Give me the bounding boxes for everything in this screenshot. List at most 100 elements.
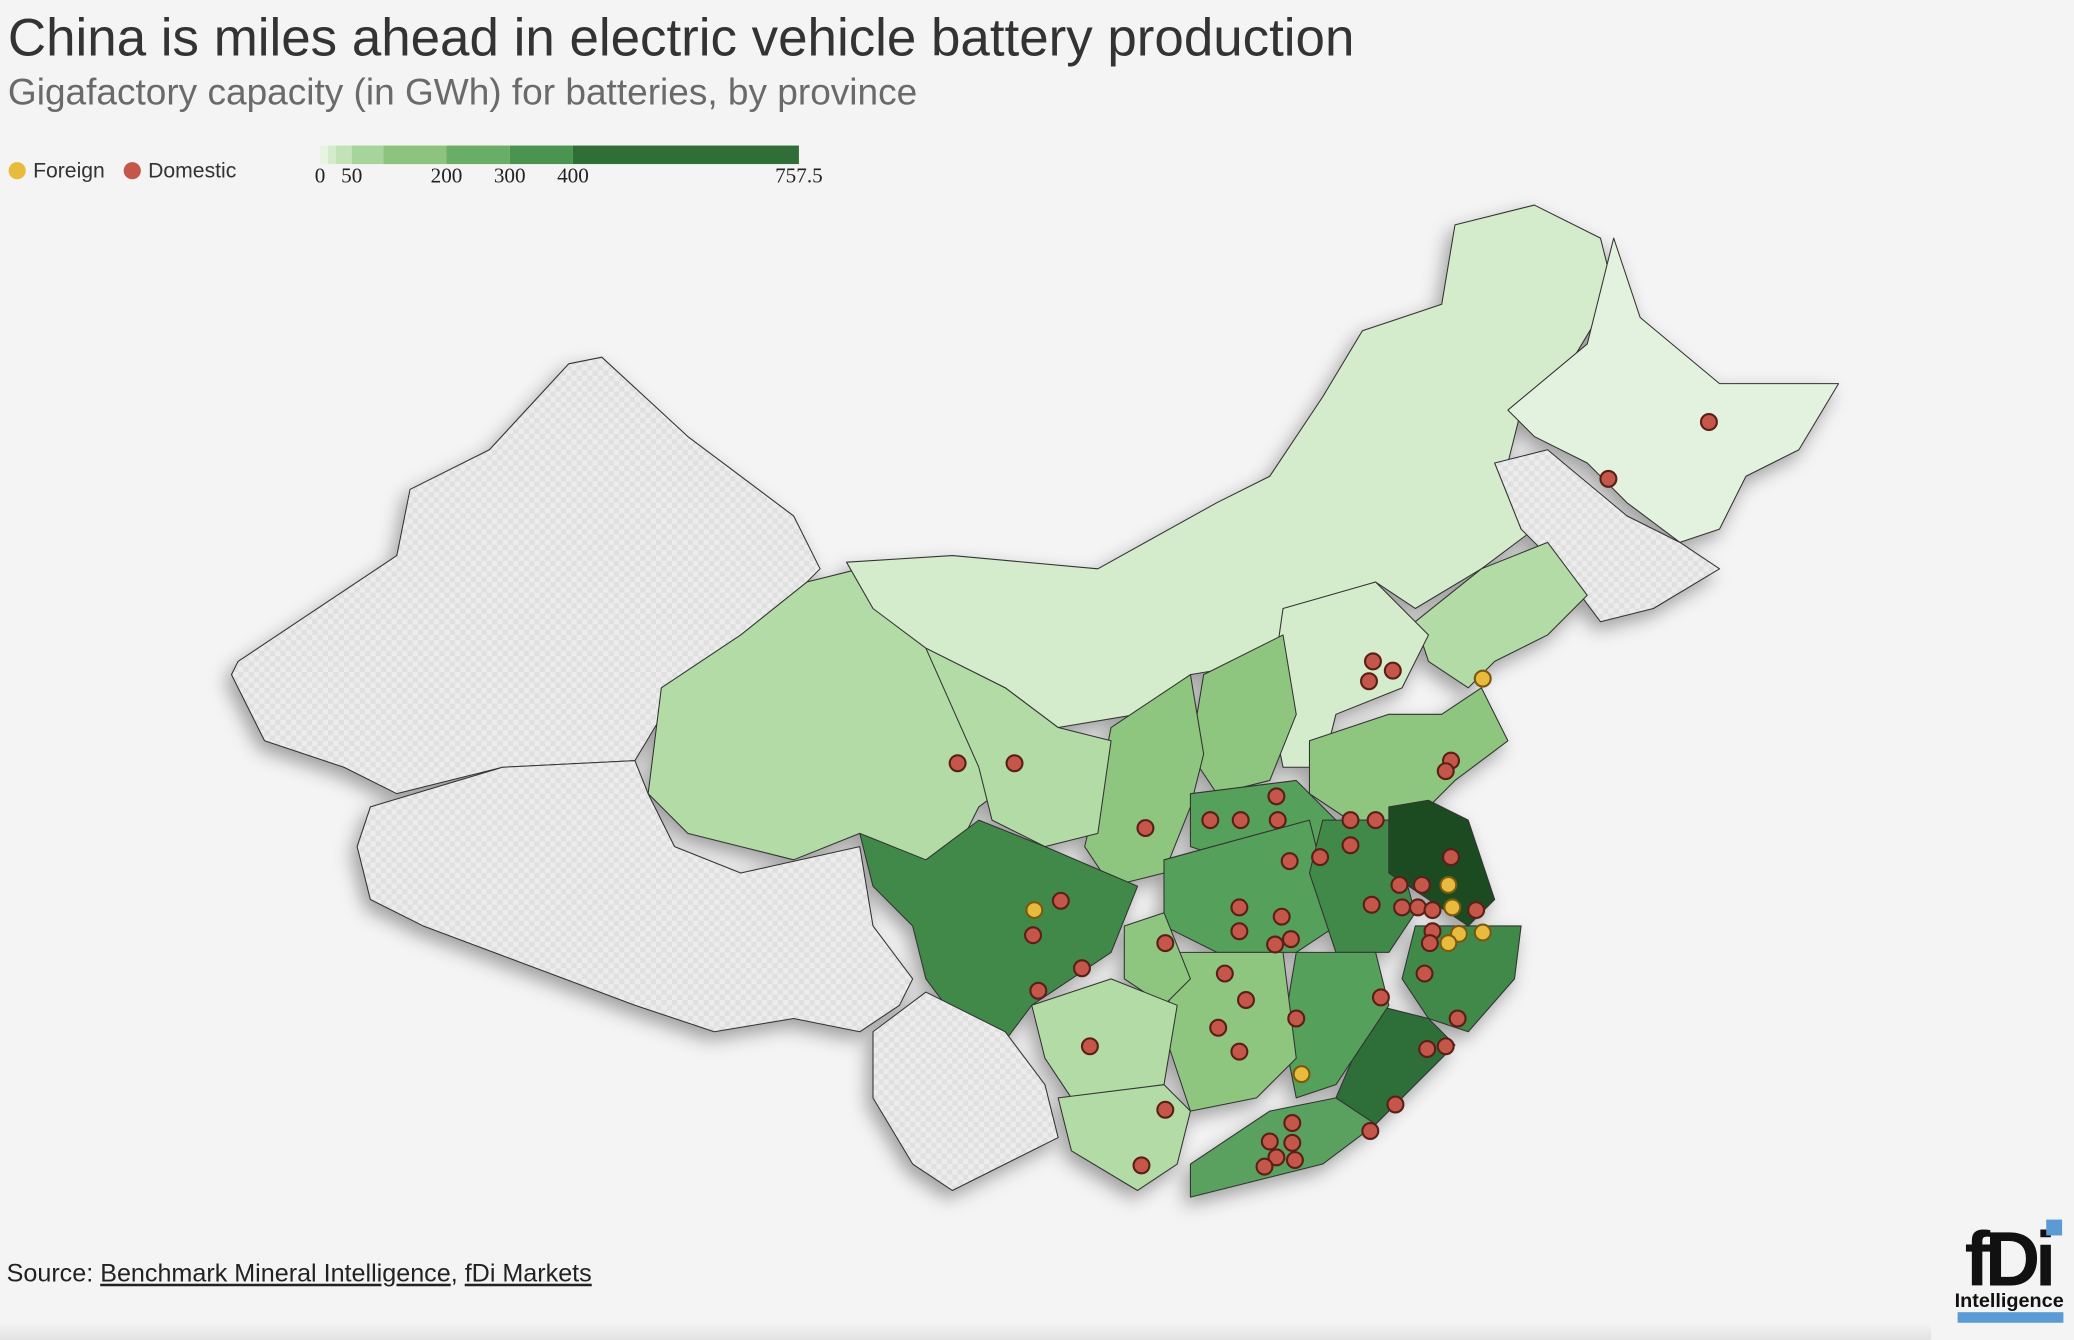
domestic-factory <box>1287 1009 1306 1028</box>
domestic-factory <box>1281 930 1300 949</box>
domestic-factory <box>1366 811 1385 830</box>
domestic-factory <box>1285 1151 1304 1170</box>
foreign-factory <box>1439 875 1458 894</box>
domestic-factory <box>1420 934 1439 953</box>
province <box>925 647 1112 848</box>
domestic-factory <box>1255 1157 1274 1176</box>
china-map <box>230 204 1840 1198</box>
domestic-factory <box>1311 848 1330 867</box>
color-scale: 0 50 200 300 400 757.5 <box>315 145 823 188</box>
domestic-factory <box>948 754 967 773</box>
domestic-factory <box>1283 1133 1302 1152</box>
domestic-factory <box>1386 1095 1405 1114</box>
footer-shade <box>0 1322 1932 1340</box>
domestic-factory <box>1072 959 1091 978</box>
domestic-factory <box>1436 1037 1455 1056</box>
province <box>1507 237 1840 543</box>
scale-tick-label: 757.5 <box>775 164 823 188</box>
logo-accent <box>2046 1219 2063 1236</box>
domestic-factory <box>1272 907 1291 926</box>
scale-bin <box>383 145 447 165</box>
source-separator: , <box>451 1260 458 1288</box>
domestic-factory <box>1361 1121 1380 1140</box>
domestic-factory <box>1136 819 1155 838</box>
domestic-factory <box>1024 926 1043 945</box>
domestic-factory <box>1029 981 1048 1000</box>
domestic-factory <box>1390 875 1409 894</box>
domestic-factory <box>1371 988 1390 1007</box>
domestic-factory <box>1467 901 1486 920</box>
domestic-factory <box>1236 991 1255 1010</box>
domestic-factory <box>1156 1100 1175 1119</box>
province <box>1308 687 1509 821</box>
scale-bin <box>509 145 573 165</box>
foreign-factory <box>1439 934 1458 953</box>
legend-label: Domestic <box>148 159 237 182</box>
domestic-factory <box>1005 754 1024 773</box>
scale-tick-label: 200 <box>431 164 463 188</box>
scale-tick-label: 400 <box>557 164 589 188</box>
province <box>1414 541 1588 689</box>
domestic-factory <box>1599 469 1618 488</box>
domestic-factory <box>1363 652 1382 671</box>
scale-bin <box>446 145 510 165</box>
domestic-factory <box>1341 836 1360 855</box>
domestic-factory <box>1383 661 1402 680</box>
domestic-factory <box>1268 811 1287 830</box>
domestic-factory <box>1442 848 1461 867</box>
legend-swatch <box>8 162 26 180</box>
source-link[interactable]: Benchmark Mineral Intelligence <box>100 1260 451 1288</box>
domestic-factory <box>1230 922 1249 941</box>
domestic-factory <box>1408 898 1427 917</box>
foreign-factory <box>1292 1065 1311 1084</box>
legend: Foreign Domestic <box>8 159 237 182</box>
scale-tick-label: 0 <box>315 164 326 188</box>
legend-label: Foreign <box>33 159 105 182</box>
domestic-factory <box>1215 964 1234 983</box>
province <box>1163 819 1337 953</box>
foreign-factory <box>1025 901 1044 920</box>
scale-bin <box>335 145 352 165</box>
domestic-factory <box>1201 811 1220 830</box>
province <box>1123 912 1191 1006</box>
domestic-factory <box>1699 412 1718 431</box>
domestic-factory <box>1267 1148 1286 1167</box>
foreign-factory <box>1473 923 1492 942</box>
source-link[interactable]: fDi Markets <box>465 1260 592 1288</box>
scale-tick-label: 50 <box>341 164 362 188</box>
domestic-factory <box>1418 1039 1437 1058</box>
province <box>872 991 1059 1192</box>
domestic-factory <box>1230 898 1249 917</box>
province <box>647 568 1033 861</box>
scale-bin <box>320 145 328 165</box>
domestic-factory <box>1266 935 1285 954</box>
subtitle: Gigafactory capacity (in GWh) for batter… <box>8 71 917 113</box>
domestic-factory <box>1230 1042 1249 1061</box>
domestic-factory <box>1051 891 1070 910</box>
domestic-factory <box>1448 1009 1467 1028</box>
domestic-factory <box>1436 762 1455 781</box>
scale-tick-label: 300 <box>494 164 526 188</box>
foreign-factory <box>1473 669 1492 688</box>
foreign-factory <box>1443 898 1462 917</box>
domestic-factory <box>1080 1037 1099 1056</box>
province <box>1031 978 1178 1099</box>
domestic-factory <box>1280 852 1299 871</box>
source-label: Source: <box>7 1260 94 1288</box>
province <box>846 204 1615 729</box>
title: China is miles ahead in electric vehicle… <box>8 9 1354 68</box>
scale-bin <box>351 145 384 165</box>
domestic-factory <box>1267 787 1286 806</box>
domestic-factory <box>1132 1156 1151 1175</box>
province <box>1189 1097 1377 1198</box>
scale-bin <box>572 145 799 165</box>
domestic-factory <box>1362 895 1381 914</box>
domestic-factory <box>1412 875 1431 894</box>
factory-markers <box>948 412 1718 1176</box>
logo-mark: fDi <box>1965 1218 2051 1303</box>
domestic-factory <box>1283 1114 1302 1133</box>
domestic-factory <box>1341 811 1360 830</box>
logo-bar <box>1957 1312 2064 1323</box>
